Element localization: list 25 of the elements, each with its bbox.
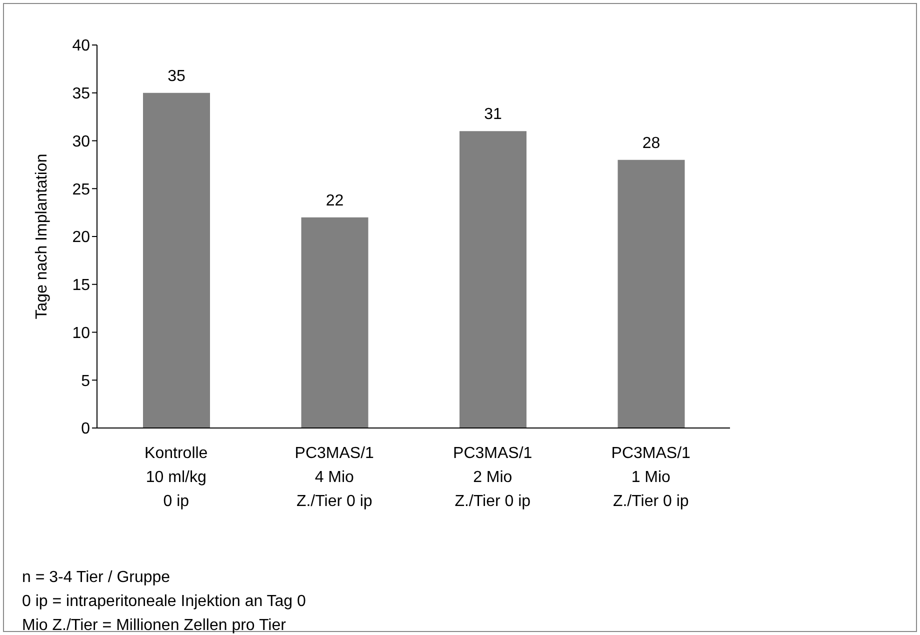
data-label: 28: [642, 134, 660, 152]
y-axis-title: Tage nach Implantation: [34, 154, 51, 320]
text: Mio Z./Tier = Millionen Zellen pro Tier: [22, 616, 287, 635]
bar: [301, 217, 368, 428]
y-tick-label: 10: [72, 324, 90, 342]
y-tick-label: 5: [81, 372, 90, 390]
bar: [143, 92, 210, 428]
y-tick-label: 30: [72, 133, 90, 150]
y-tick-label: 20: [72, 229, 90, 246]
data-label: 31: [484, 106, 502, 124]
text: n = 3-4 Tier / Gruppe: [22, 568, 172, 588]
x-tick-label: PC3MAS/1 4 Mio Z./Tier 0 ip: [294, 445, 374, 510]
x-tick-label: PC3MAS/1 2 Mio Z./Tier 0 ip: [453, 445, 532, 510]
text: 0 ip = intraperitoneale Injektion an Tag 0: [22, 592, 306, 612]
data-label: 22: [326, 192, 344, 210]
y-tick-label: 25: [72, 181, 90, 198]
y-tick-label: 15: [72, 277, 90, 294]
x-tick-label: Kontrolle 10 ml/kg 0 ip: [144, 445, 208, 510]
y-tick-label: 40: [72, 38, 90, 55]
y-tick-label: 0: [81, 420, 90, 438]
x-tick-label: PC3MAS/1 1 Mio Z./Tier 0 ip: [611, 445, 691, 510]
bar: [618, 160, 685, 428]
y-tick-label: 35: [72, 86, 90, 103]
data-label: 35: [168, 68, 186, 85]
bar: [460, 131, 526, 428]
